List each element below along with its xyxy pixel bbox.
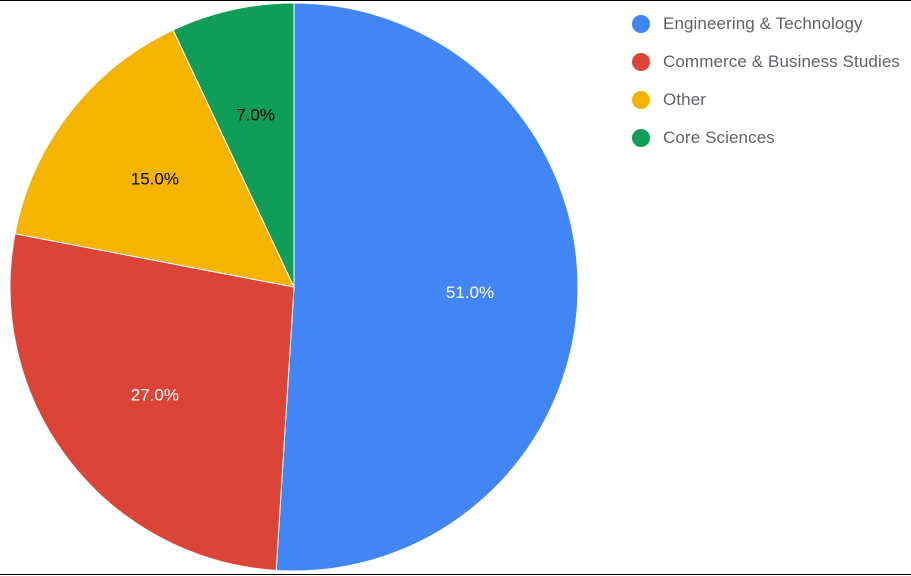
legend-swatch-commerce bbox=[632, 53, 650, 71]
legend-label-commerce: Commerce & Business Studies bbox=[663, 52, 901, 71]
legend-swatch-other bbox=[632, 91, 650, 109]
pie-slice-core-sciences[interactable] bbox=[172, 2, 295, 288]
slice-label-core-sciences: 7.0% bbox=[236, 106, 275, 125]
legend: Engineering & Technology Commerce & Busi… bbox=[632, 5, 900, 157]
legend-swatch-engineering bbox=[632, 15, 650, 33]
pie-slice-engineering[interactable] bbox=[275, 2, 579, 572]
legend-label-other: Other bbox=[663, 90, 707, 109]
pie-slice-commerce[interactable] bbox=[9, 233, 295, 571]
slice-label-engineering: 51.0% bbox=[446, 283, 494, 302]
legend-item-other[interactable]: Other bbox=[632, 81, 900, 119]
pie-slice-other[interactable] bbox=[14, 29, 295, 288]
slice-label-commerce: 27.0% bbox=[131, 385, 179, 404]
legend-swatch-core-sciences bbox=[632, 129, 650, 147]
legend-item-commerce[interactable]: Commerce & Business Studies bbox=[632, 43, 900, 81]
slice-label-other: 15.0% bbox=[131, 170, 179, 189]
legend-label-engineering: Engineering & Technology bbox=[663, 14, 863, 33]
legend-item-core-sciences[interactable]: Core Sciences bbox=[632, 119, 900, 157]
legend-label-core-sciences: Core Sciences bbox=[663, 128, 775, 147]
legend-item-engineering[interactable]: Engineering & Technology bbox=[632, 5, 900, 43]
